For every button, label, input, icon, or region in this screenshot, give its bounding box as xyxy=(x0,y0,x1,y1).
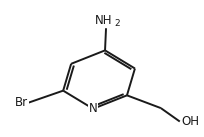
Text: Br: Br xyxy=(15,96,28,109)
Text: OH: OH xyxy=(181,115,199,128)
Text: 2: 2 xyxy=(114,18,119,28)
Text: NH: NH xyxy=(95,14,112,27)
Text: N: N xyxy=(88,102,97,115)
